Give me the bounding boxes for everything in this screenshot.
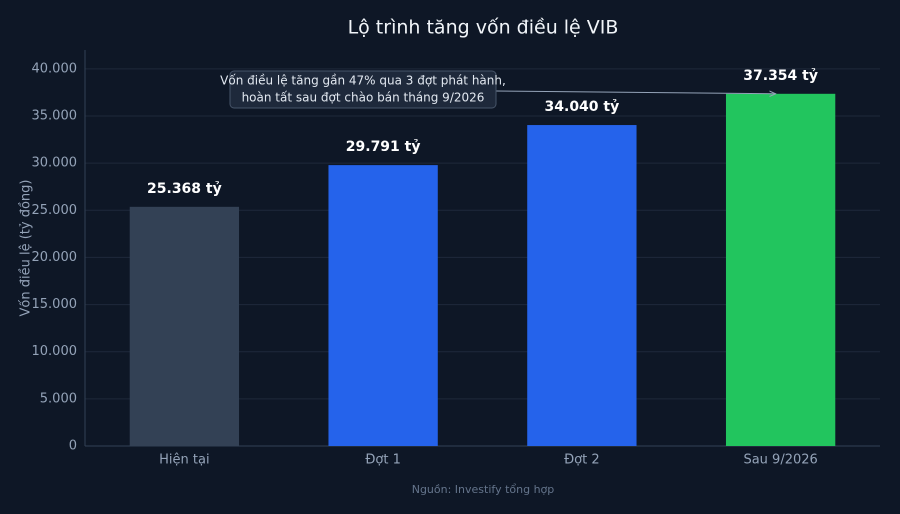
y-tick-label: 10.000 [32, 344, 78, 359]
value-label: 25.368 tỷ [147, 181, 222, 197]
y-tick-label: 15.000 [32, 297, 78, 312]
y-tick-label: 30.000 [32, 156, 78, 171]
x-tick-label: Hiện tại [159, 453, 209, 468]
y-tick-label: 20.000 [32, 250, 78, 265]
x-tick-label: Sau 9/2026 [743, 453, 817, 468]
value-label: 37.354 tỷ [743, 68, 818, 84]
annotation-text: Vốn điều lệ tăng gần 47% qua 3 đợt phát … [220, 74, 506, 88]
chart-title: Lộ trình tăng vốn điều lệ VIB [348, 17, 619, 39]
source-note: Nguồn: Investify tổng hợp [412, 483, 555, 496]
y-tick-label: 0 [69, 439, 77, 454]
annotation-arrow [495, 91, 776, 94]
annotation-box [229, 70, 497, 109]
y-tick-label: 25.000 [32, 203, 78, 218]
y-tick-label: 5.000 [40, 391, 77, 406]
bar [527, 125, 637, 447]
y-tick-label: 40.000 [32, 61, 78, 76]
bar [129, 206, 240, 446]
x-tick-label: Đợt 1 [365, 453, 401, 468]
y-axis-label: Vốn điều lệ (tỷ đồng) [19, 180, 34, 317]
bar [328, 165, 438, 446]
bar [725, 93, 836, 446]
annotation-text: hoàn tất sau đợt chào bán tháng 9/2026 [242, 91, 485, 105]
value-label: 29.791 tỷ [346, 139, 421, 155]
value-label: 34.040 tỷ [545, 99, 620, 115]
x-tick-label: Đợt 2 [564, 453, 600, 468]
y-tick-label: 35.000 [32, 109, 78, 124]
